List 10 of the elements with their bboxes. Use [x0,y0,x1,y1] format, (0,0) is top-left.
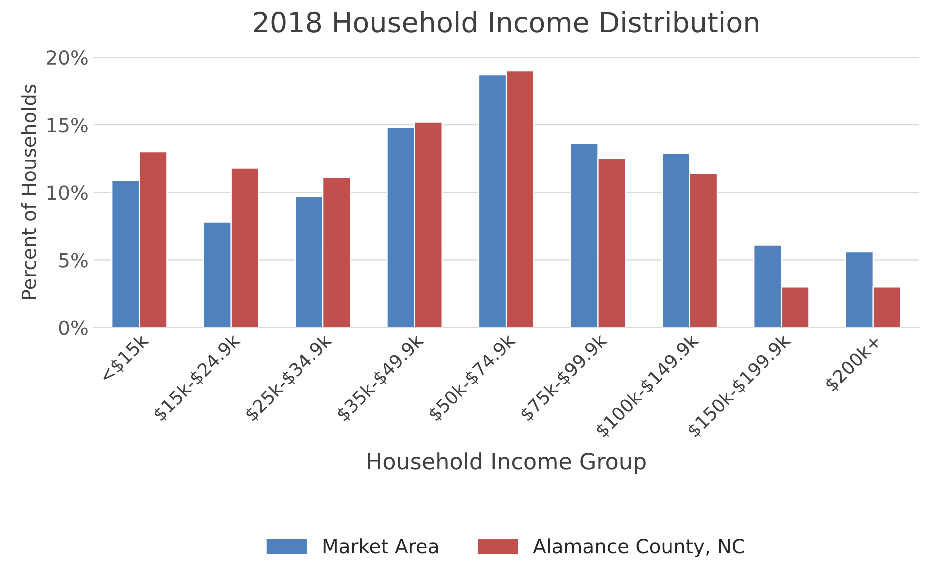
y-tick-label: 20% [47,50,88,66]
y-tick-label: 0% [59,320,88,336]
y-tick-label: 10% [48,186,88,200]
y-axis-title: Percent of Households [21,84,36,300]
legend-label: Alamance County, NC [533,538,744,558]
chart-title: 2018 Household Income Distribution [254,11,758,33]
y-tick-label: 5% [60,253,88,268]
legend-label: Market Area [324,538,438,554]
y-tick-label: 15% [48,118,88,133]
x-axis-title: Household Income Group [368,452,646,474]
